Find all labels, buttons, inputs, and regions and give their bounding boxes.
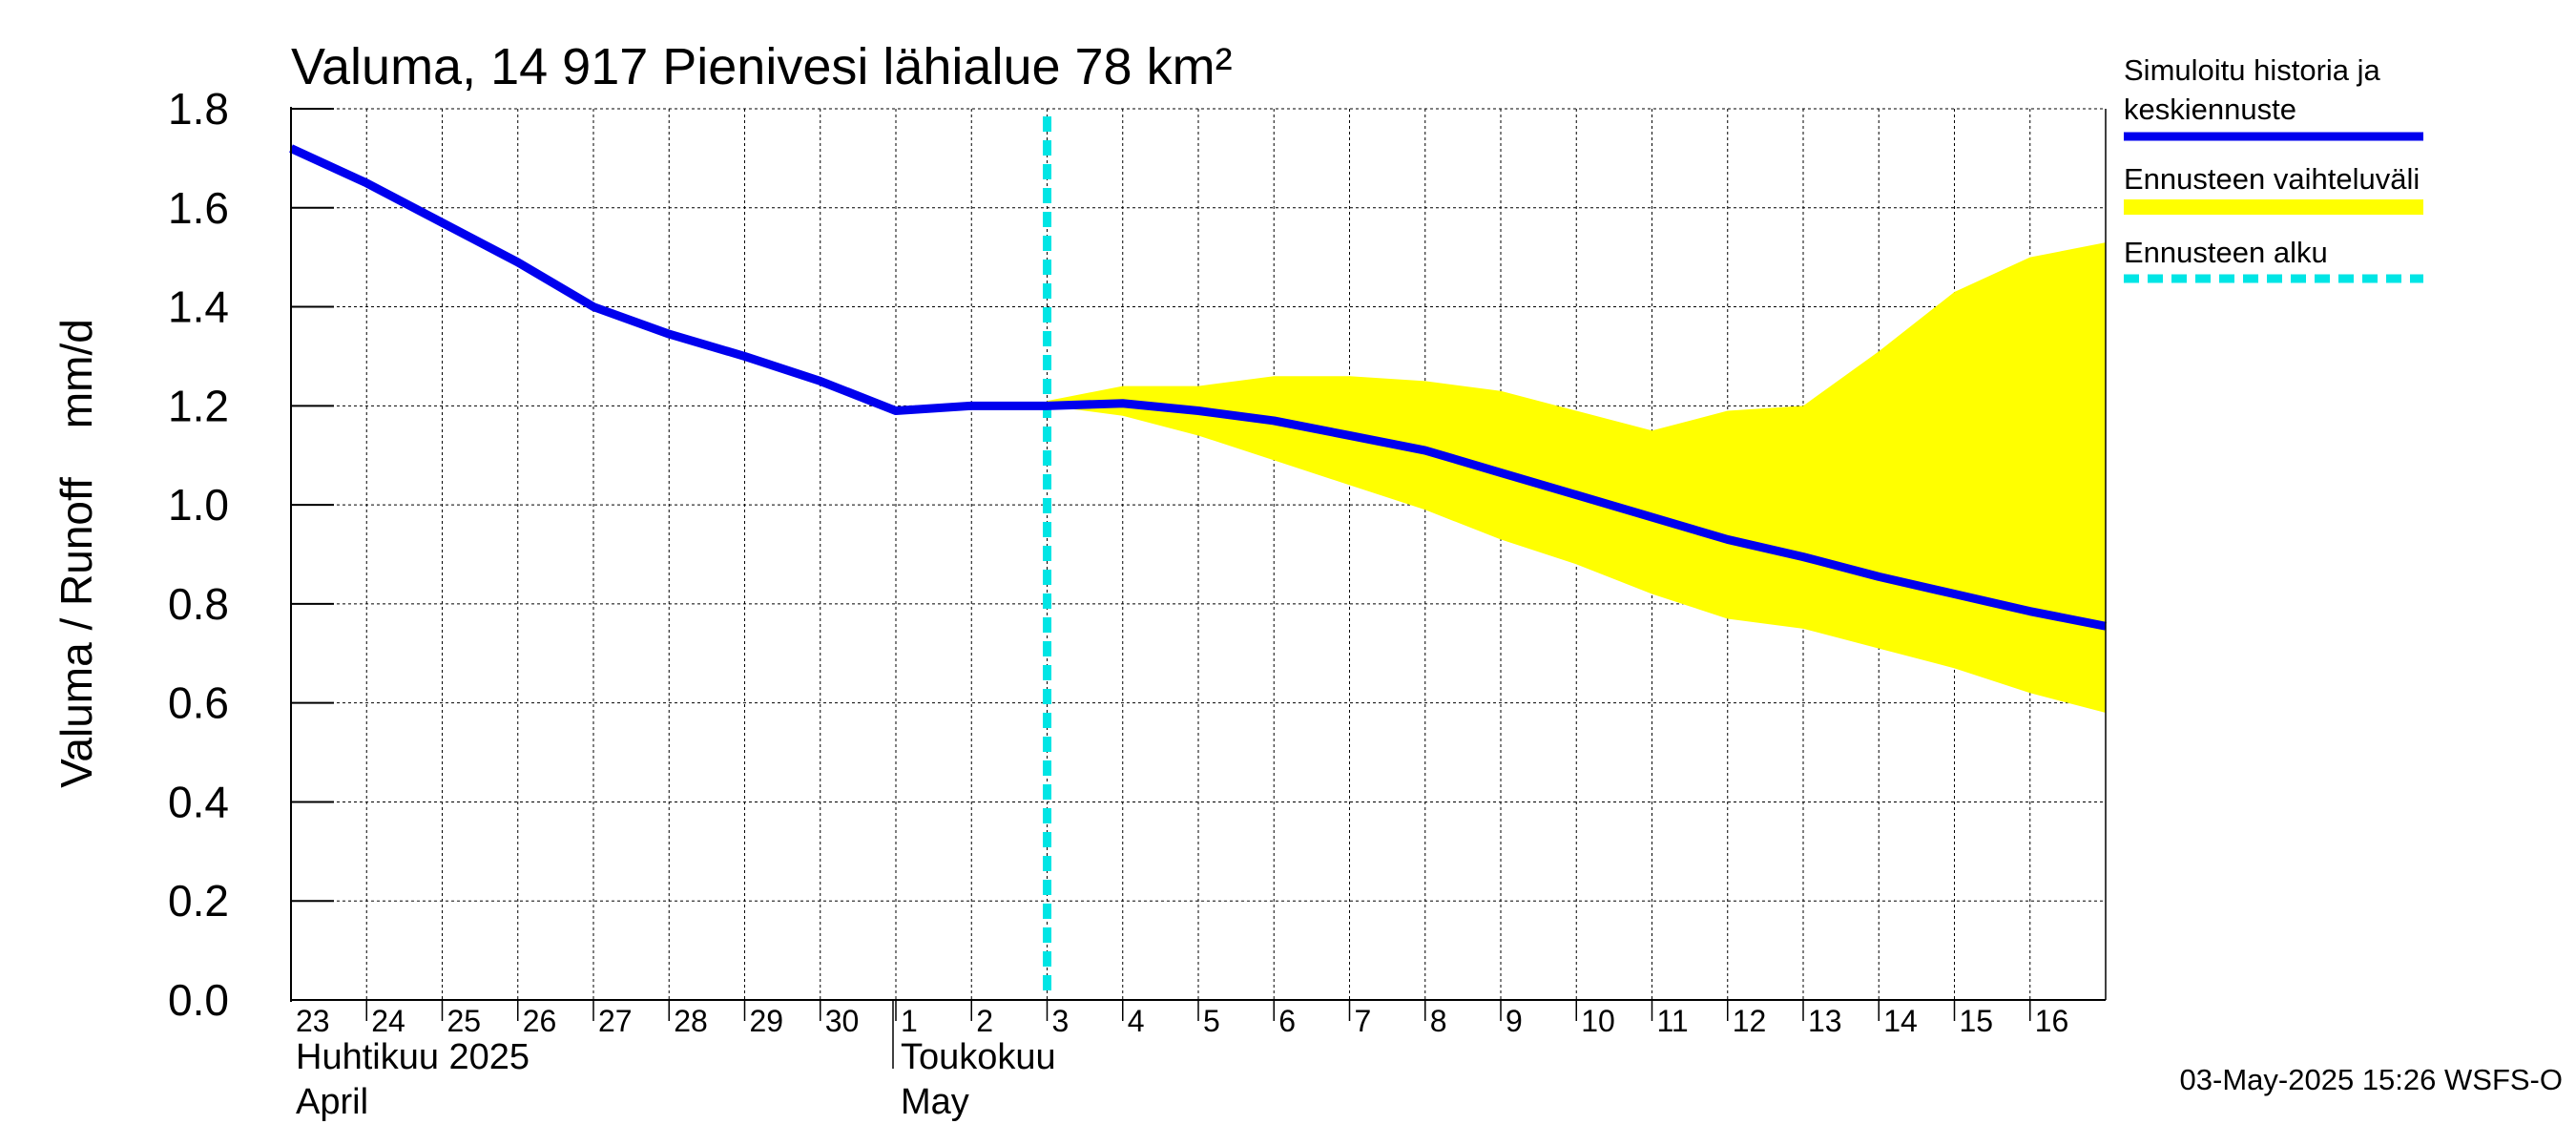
x-tick-label: 4 bbox=[1128, 1004, 1145, 1038]
x-tick-label: 11 bbox=[1657, 1004, 1689, 1038]
y-tick-label: 1.6 bbox=[168, 183, 229, 233]
timestamp-footer: 03-May-2025 15:26 WSFS-O bbox=[2180, 1063, 2563, 1096]
y-tick-label: 0.2 bbox=[168, 876, 229, 926]
y-tick-label: 1.8 bbox=[168, 84, 229, 134]
x-tick-label: 10 bbox=[1581, 1004, 1615, 1038]
runoff-series-line bbox=[289, 144, 2107, 631]
x-tick-label: 23 bbox=[296, 1004, 330, 1038]
y-tick-label: 0.0 bbox=[168, 975, 229, 1025]
x-tick-label: 25 bbox=[447, 1004, 482, 1038]
axes: 0.00.20.40.60.81.01.21.41.61.823 24 25 26 27… bbox=[168, 84, 2107, 1122]
chart-title: Valuma, 14 917 Pienivesi lähialue 78 km² bbox=[291, 38, 1233, 95]
y-tick-label: 0.4 bbox=[168, 777, 229, 826]
x-tick-label: 3 bbox=[1052, 1004, 1070, 1038]
legend-swatch-range bbox=[2124, 199, 2423, 215]
forecast-range-band bbox=[1047, 242, 2106, 714]
x-tick-label: 16 bbox=[2035, 1004, 2069, 1038]
legend-label-history-line2: keskiennuste bbox=[2124, 93, 2296, 126]
legend-label-history: Simuloitu historia ja bbox=[2124, 53, 2381, 87]
x-tick-label: 15 bbox=[1960, 1004, 1994, 1038]
legend: Simuloitu historia ja keskiennuste Ennuste… bbox=[2124, 53, 2423, 283]
y-tick-label: 0.8 bbox=[168, 579, 229, 629]
series-layer bbox=[289, 144, 2107, 631]
month-label: Toukokuu bbox=[901, 1037, 1056, 1077]
x-tick-label: 1 bbox=[901, 1004, 918, 1038]
x-tick-label: 6 bbox=[1278, 1004, 1296, 1038]
x-tick-label: 14 bbox=[1883, 1004, 1918, 1038]
y-tick-label: 1.0 bbox=[168, 480, 229, 530]
x-tick-label: 7 bbox=[1355, 1004, 1372, 1038]
y-tick-label: 1.4 bbox=[168, 282, 229, 332]
x-tick-label: 24 bbox=[371, 1004, 405, 1038]
x-tick-label: 5 bbox=[1203, 1004, 1220, 1038]
forecast-band-layer bbox=[1047, 242, 2106, 714]
x-tick-label: 30 bbox=[825, 1004, 860, 1038]
x-tick-label: 9 bbox=[1506, 1004, 1523, 1038]
y-tick-label: 1.2 bbox=[168, 381, 229, 430]
month-label: Huhtikuu 2025 bbox=[296, 1037, 530, 1077]
x-tick-label: 27 bbox=[598, 1004, 633, 1038]
x-tick-label: 2 bbox=[976, 1004, 993, 1038]
legend-label-range: Ennusteen vaihteluväli bbox=[2124, 162, 2420, 196]
x-tick-label: 12 bbox=[1733, 1004, 1767, 1038]
month-label-english: May bbox=[901, 1082, 969, 1122]
legend-label-forecast-start: Ennusteen alku bbox=[2124, 236, 2328, 269]
x-tick-label: 8 bbox=[1430, 1004, 1447, 1038]
month-label-english: April bbox=[296, 1082, 368, 1122]
x-tick-label: 13 bbox=[1808, 1004, 1842, 1038]
y-axis-label: Valuma / Runoff mm/d bbox=[52, 319, 101, 788]
x-tick-label: 29 bbox=[750, 1004, 784, 1038]
x-tick-label: 28 bbox=[674, 1004, 708, 1038]
x-tick-label: 26 bbox=[523, 1004, 557, 1038]
y-tick-label: 0.6 bbox=[168, 678, 229, 728]
